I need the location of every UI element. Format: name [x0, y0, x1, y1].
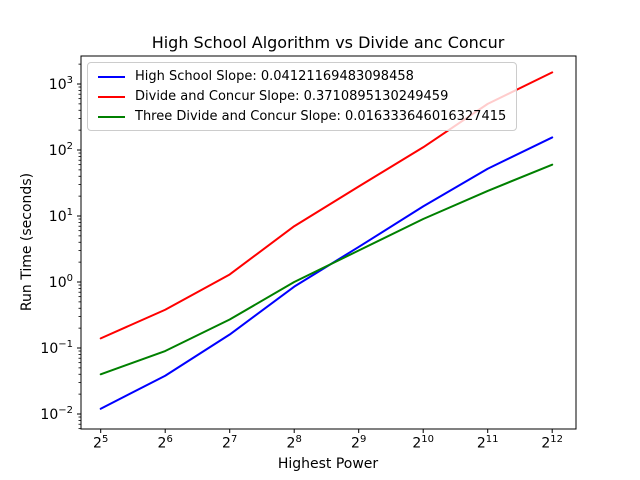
legend: High School Slope: 0.04121169483098458 D… — [87, 62, 518, 131]
y-tick-label: 10−2 — [40, 405, 73, 423]
x-axis-label: Highest Power — [277, 456, 379, 472]
series-line-three-divide-and-concur — [99, 163, 554, 376]
chart-title: High School Algorithm vs Divide anc Conc… — [151, 33, 505, 52]
legend-label-divide-and-concur: Divide and Concur Slope: 0.3710895130249… — [135, 89, 449, 104]
legend-item-divide-and-concur: Divide and Concur Slope: 0.3710895130249… — [98, 89, 506, 104]
legend-item-three-divide-and-concur: Three Divide and Concur Slope: 0.0163336… — [98, 109, 506, 124]
series-line-high-school — [99, 136, 554, 410]
y-tick-label: 10−1 — [40, 339, 73, 357]
legend-swatch-high-school — [98, 75, 125, 78]
y-tick-label: 102 — [48, 141, 73, 159]
x-tick-label: 29 — [351, 434, 367, 452]
x-tick-label: 210 — [412, 434, 435, 452]
x-tick-label: 28 — [286, 434, 302, 452]
y-tick-label: 100 — [48, 273, 73, 291]
x-tick-label: 212 — [541, 434, 564, 452]
y-tick-label: 103 — [48, 75, 73, 93]
legend-label-high-school: High School Slope: 0.04121169483098458 — [135, 69, 414, 84]
x-tick-label: 211 — [476, 434, 499, 452]
legend-swatch-divide-and-concur — [98, 95, 125, 98]
x-tick-label: 26 — [157, 434, 173, 452]
legend-swatch-three-divide-and-concur — [98, 115, 125, 118]
y-tick-label: 101 — [48, 207, 73, 225]
x-tick-label: 25 — [93, 434, 109, 452]
legend-label-three-divide-and-concur: Three Divide and Concur Slope: 0.0163336… — [135, 109, 507, 124]
y-axis-label: Run Time (seconds) — [19, 172, 35, 312]
legend-item-high-school: High School Slope: 0.04121169483098458 — [98, 69, 506, 84]
x-tick-label: 27 — [222, 434, 238, 452]
